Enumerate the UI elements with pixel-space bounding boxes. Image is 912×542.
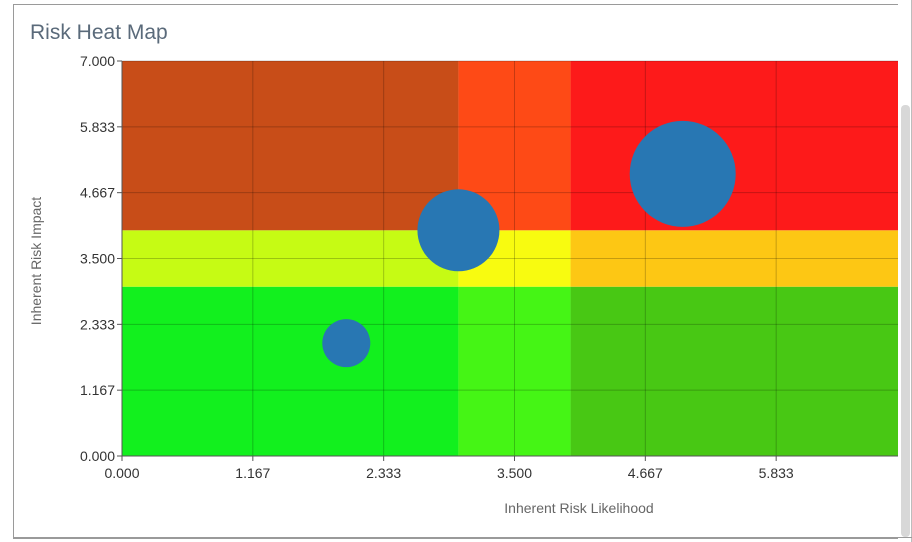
panel-bottom-border [13,537,912,538]
heatmap-zone-0 [122,286,459,456]
x-tick-label: 4.667 [628,465,663,481]
heatmap-zone-2 [570,286,898,456]
x-tick-label: 1.167 [235,465,270,481]
y-tick-label: 0.000 [80,448,115,464]
vertical-scrollbar[interactable] [901,105,910,537]
x-tick-label: 0.000 [104,465,139,481]
y-tick-label: 2.333 [80,316,115,332]
y-tick-label: 1.167 [80,382,115,398]
risk-bubble-1 [417,189,500,272]
x-tick-label: 3.500 [497,465,532,481]
y-axis-label: Inherent Risk Impact [28,197,44,325]
y-tick-label: 7.000 [80,53,115,69]
y-tick-label: 3.500 [80,251,115,267]
x-axis-label: Inherent Risk Likelihood [504,500,653,516]
x-tick-label: 5.833 [759,465,794,481]
heatmap-zone-6 [122,61,459,231]
y-tick-label: 5.833 [80,119,115,135]
heatmap-zone-5 [570,230,898,287]
y-tick-label: 4.667 [80,185,115,201]
heatmap-zone-1 [458,286,571,456]
heatmap-zone-3 [122,230,459,287]
risk-bubble-0 [322,319,371,368]
x-tick-label: 2.333 [366,465,401,481]
chart-panel: Risk Heat Map 0.000 1.167 2.333 3.500 4.667 5… [13,4,898,539]
risk-bubble-2 [629,120,736,227]
heatmap-chart: 0.000 1.167 2.333 3.500 4.667 5.833 7.000 0.000… [28,53,898,516]
chart-title: Risk Heat Map [30,21,168,44]
heatmap-zone-8 [570,61,898,231]
